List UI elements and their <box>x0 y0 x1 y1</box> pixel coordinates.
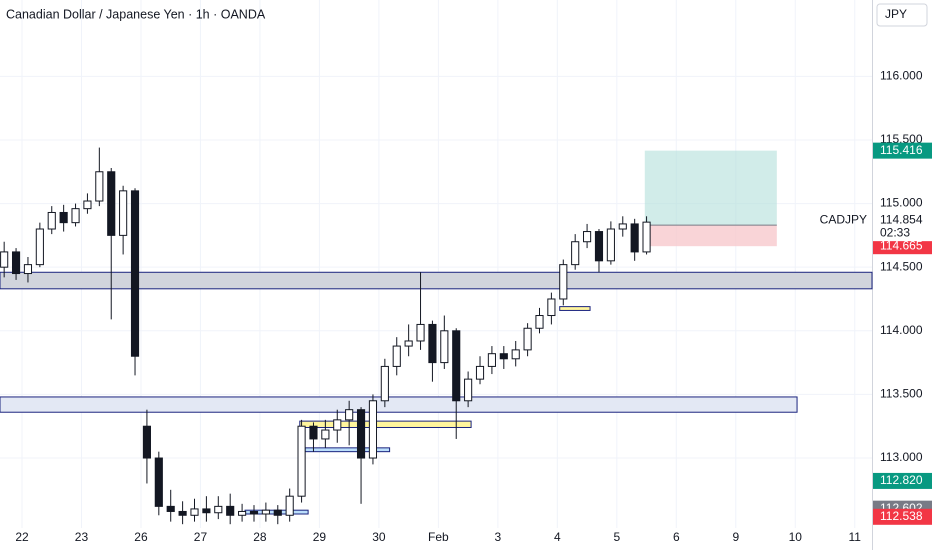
candle-body <box>119 190 128 236</box>
price-badge-label: 112.538 <box>880 509 923 523</box>
x-tick-label: 22 <box>15 530 29 544</box>
candle-body <box>309 425 318 440</box>
price-badge <box>873 238 932 255</box>
x-tick-label: Feb <box>428 530 449 544</box>
candle-body <box>452 330 461 402</box>
candle-body <box>475 365 485 380</box>
symbol-label: CADJPY <box>820 212 867 226</box>
candle-body <box>178 510 187 516</box>
y-tick-label: 114.500 <box>880 259 923 273</box>
y-tick-label: 115.000 <box>880 196 923 210</box>
last-price-badge <box>873 213 932 242</box>
candle-body <box>321 429 330 440</box>
candle-body <box>261 509 270 515</box>
candle-body <box>47 211 56 230</box>
y-tick-label: 115.500 <box>880 132 923 146</box>
position-target <box>644 150 777 226</box>
x-tick-label: 23 <box>75 530 89 544</box>
candle-body <box>285 495 294 516</box>
x-tick-label: 10 <box>789 530 803 544</box>
candle-body <box>618 223 627 230</box>
candle-body <box>535 315 544 329</box>
y-tick-label: 113.000 <box>880 450 923 464</box>
candle-body <box>166 505 175 512</box>
candle-body <box>83 200 92 210</box>
candle-body <box>226 505 235 516</box>
y-tick-label: 113.500 <box>880 387 923 401</box>
candle-body <box>606 228 615 262</box>
x-tick-label: 6 <box>673 530 680 544</box>
price-badge-label: 115.416 <box>880 143 923 157</box>
candle-body <box>95 171 104 202</box>
price-badge <box>873 472 932 489</box>
candle-body <box>499 353 508 360</box>
price-badge <box>873 142 932 159</box>
candle-body <box>11 251 21 275</box>
x-tick-label: 3 <box>495 530 502 544</box>
candle-body <box>440 330 449 364</box>
candle-body <box>190 508 199 516</box>
x-tick-label: 30 <box>372 530 386 544</box>
candle-body <box>273 509 282 516</box>
candle-body <box>428 323 437 364</box>
candle-body <box>464 378 473 402</box>
candle-body <box>23 264 33 275</box>
candle-body <box>214 505 223 514</box>
x-tick-label: 29 <box>313 530 327 544</box>
candle-body <box>380 365 389 402</box>
candle-body <box>356 409 366 459</box>
candle-body <box>547 298 556 317</box>
x-tick-label: 26 <box>134 530 148 544</box>
candle-body <box>571 241 580 266</box>
y-tick-label: 116.000 <box>880 69 923 83</box>
countdown-label: 02:33 <box>880 225 910 239</box>
candle-body <box>297 425 306 497</box>
candle-body <box>35 228 44 266</box>
x-tick-label: 28 <box>253 530 267 544</box>
candle-body <box>202 508 211 514</box>
candle-body <box>345 409 354 421</box>
zone <box>0 396 798 413</box>
candle-body <box>142 425 151 459</box>
candle-body <box>238 510 247 516</box>
zone <box>299 420 472 428</box>
candle-body <box>71 208 80 224</box>
candle-body <box>523 327 532 351</box>
position-stop <box>644 225 777 247</box>
zone <box>559 306 591 311</box>
price-badge-label: 114.665 <box>880 238 923 252</box>
price-badge-label: 112.820 <box>880 473 923 487</box>
candle-body <box>368 400 378 459</box>
x-tick-label: 11 <box>849 530 862 544</box>
candle-body <box>0 251 9 268</box>
price-badge <box>873 508 932 525</box>
y-tick-label: 114.000 <box>880 323 923 337</box>
candle-body <box>249 510 259 515</box>
x-tick-label: 9 <box>732 530 739 544</box>
x-tick-label: 27 <box>194 530 208 544</box>
candle-body <box>404 340 413 347</box>
candle-body <box>154 457 163 507</box>
candle-body <box>130 190 140 357</box>
candle-body <box>642 221 651 253</box>
candle-body <box>583 231 592 243</box>
candle-body <box>487 353 496 367</box>
chart-title: Canadian Dollar / Japanese Yen · 1h · OA… <box>6 7 266 21</box>
candle-body <box>416 323 425 342</box>
candle-body <box>594 231 604 262</box>
currency-button[interactable] <box>876 3 928 27</box>
candle-body <box>559 264 568 300</box>
candle-body <box>630 223 639 253</box>
x-tick-label: 5 <box>613 530 620 544</box>
candle-body <box>511 349 520 360</box>
candle-body <box>333 419 342 431</box>
candle-body <box>107 171 116 236</box>
x-tick-label: 4 <box>554 530 561 544</box>
candle-body <box>392 345 401 367</box>
candle-body <box>59 211 68 224</box>
currency-label[interactable]: JPY <box>885 7 907 21</box>
zone <box>0 271 873 290</box>
last-price-label: 114.854 <box>880 212 923 226</box>
